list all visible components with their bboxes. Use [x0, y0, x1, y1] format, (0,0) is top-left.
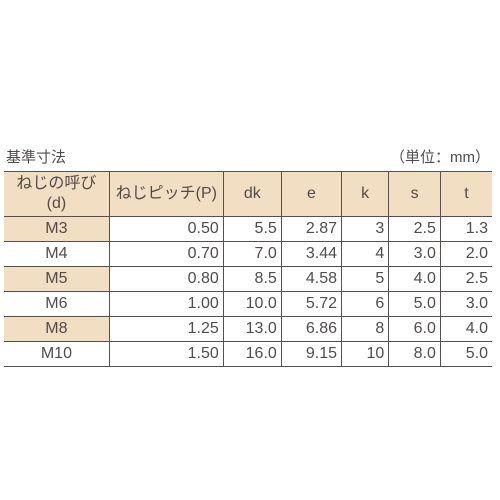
table-title: 基準寸法: [6, 146, 66, 167]
cell-e: 3.44: [281, 242, 341, 267]
cell-t: 4.0: [440, 317, 492, 342]
cell-dk: 10.0: [223, 292, 281, 317]
cell-e: 2.87: [281, 217, 341, 242]
table-header-row: ねじの呼び(d) ねじピッチ(P) dk e k s t: [4, 172, 492, 217]
cell-d: M3: [4, 217, 109, 242]
cell-e: 6.86: [281, 317, 341, 342]
cell-k: 10: [341, 342, 388, 367]
table-row: M10 1.50 16.0 9.15 10 8.0 5.0: [4, 342, 492, 367]
col-dk: dk: [223, 172, 281, 217]
cell-s: 3.0: [389, 242, 441, 267]
cell-e: 5.72: [281, 292, 341, 317]
table-row: M6 1.00 10.0 5.72 6 5.0 3.0: [4, 292, 492, 317]
col-t: t: [440, 172, 492, 217]
cell-e: 9.15: [281, 342, 341, 367]
cell-d: M8: [4, 317, 109, 342]
cell-e: 4.58: [281, 267, 341, 292]
cell-s: 8.0: [389, 342, 441, 367]
col-e: e: [281, 172, 341, 217]
cell-p: 1.00: [109, 292, 223, 317]
col-d: ねじの呼び(d): [4, 172, 109, 217]
cell-p: 0.80: [109, 267, 223, 292]
cell-p: 1.25: [109, 317, 223, 342]
cell-p: 1.50: [109, 342, 223, 367]
cell-k: 4: [341, 242, 388, 267]
cell-dk: 16.0: [223, 342, 281, 367]
table-row: M3 0.50 5.5 2.87 3 2.5 1.3: [4, 217, 492, 242]
col-s: s: [389, 172, 441, 217]
cell-t: 5.0: [440, 342, 492, 367]
cell-s: 2.5: [389, 217, 441, 242]
table-row: M5 0.80 8.5 4.58 5 4.0 2.5: [4, 267, 492, 292]
cell-s: 6.0: [389, 317, 441, 342]
cell-dk: 5.5: [223, 217, 281, 242]
cell-dk: 8.5: [223, 267, 281, 292]
cell-k: 8: [341, 317, 388, 342]
cell-d: M10: [4, 342, 109, 367]
cell-dk: 13.0: [223, 317, 281, 342]
cell-k: 6: [341, 292, 388, 317]
col-p: ねじピッチ(P): [109, 172, 223, 217]
table-row: M8 1.25 13.0 6.86 8 6.0 4.0: [4, 317, 492, 342]
spec-table: ねじの呼び(d) ねじピッチ(P) dk e k s t M3 0.50 5.5…: [4, 171, 492, 367]
cell-dk: 7.0: [223, 242, 281, 267]
cell-s: 4.0: [389, 267, 441, 292]
cell-t: 1.3: [440, 217, 492, 242]
table-caption-row: 基準寸法 （単位：mm）: [4, 146, 492, 169]
cell-t: 3.0: [440, 292, 492, 317]
cell-d: M5: [4, 267, 109, 292]
cell-d: M6: [4, 292, 109, 317]
table-row: M4 0.70 7.0 3.44 4 3.0 2.0: [4, 242, 492, 267]
cell-t: 2.0: [440, 242, 492, 267]
col-k: k: [341, 172, 388, 217]
cell-k: 3: [341, 217, 388, 242]
cell-s: 5.0: [389, 292, 441, 317]
table-unit: （単位：mm）: [390, 146, 490, 167]
cell-p: 0.70: [109, 242, 223, 267]
cell-t: 2.5: [440, 267, 492, 292]
cell-d: M4: [4, 242, 109, 267]
cell-k: 5: [341, 267, 388, 292]
cell-p: 0.50: [109, 217, 223, 242]
